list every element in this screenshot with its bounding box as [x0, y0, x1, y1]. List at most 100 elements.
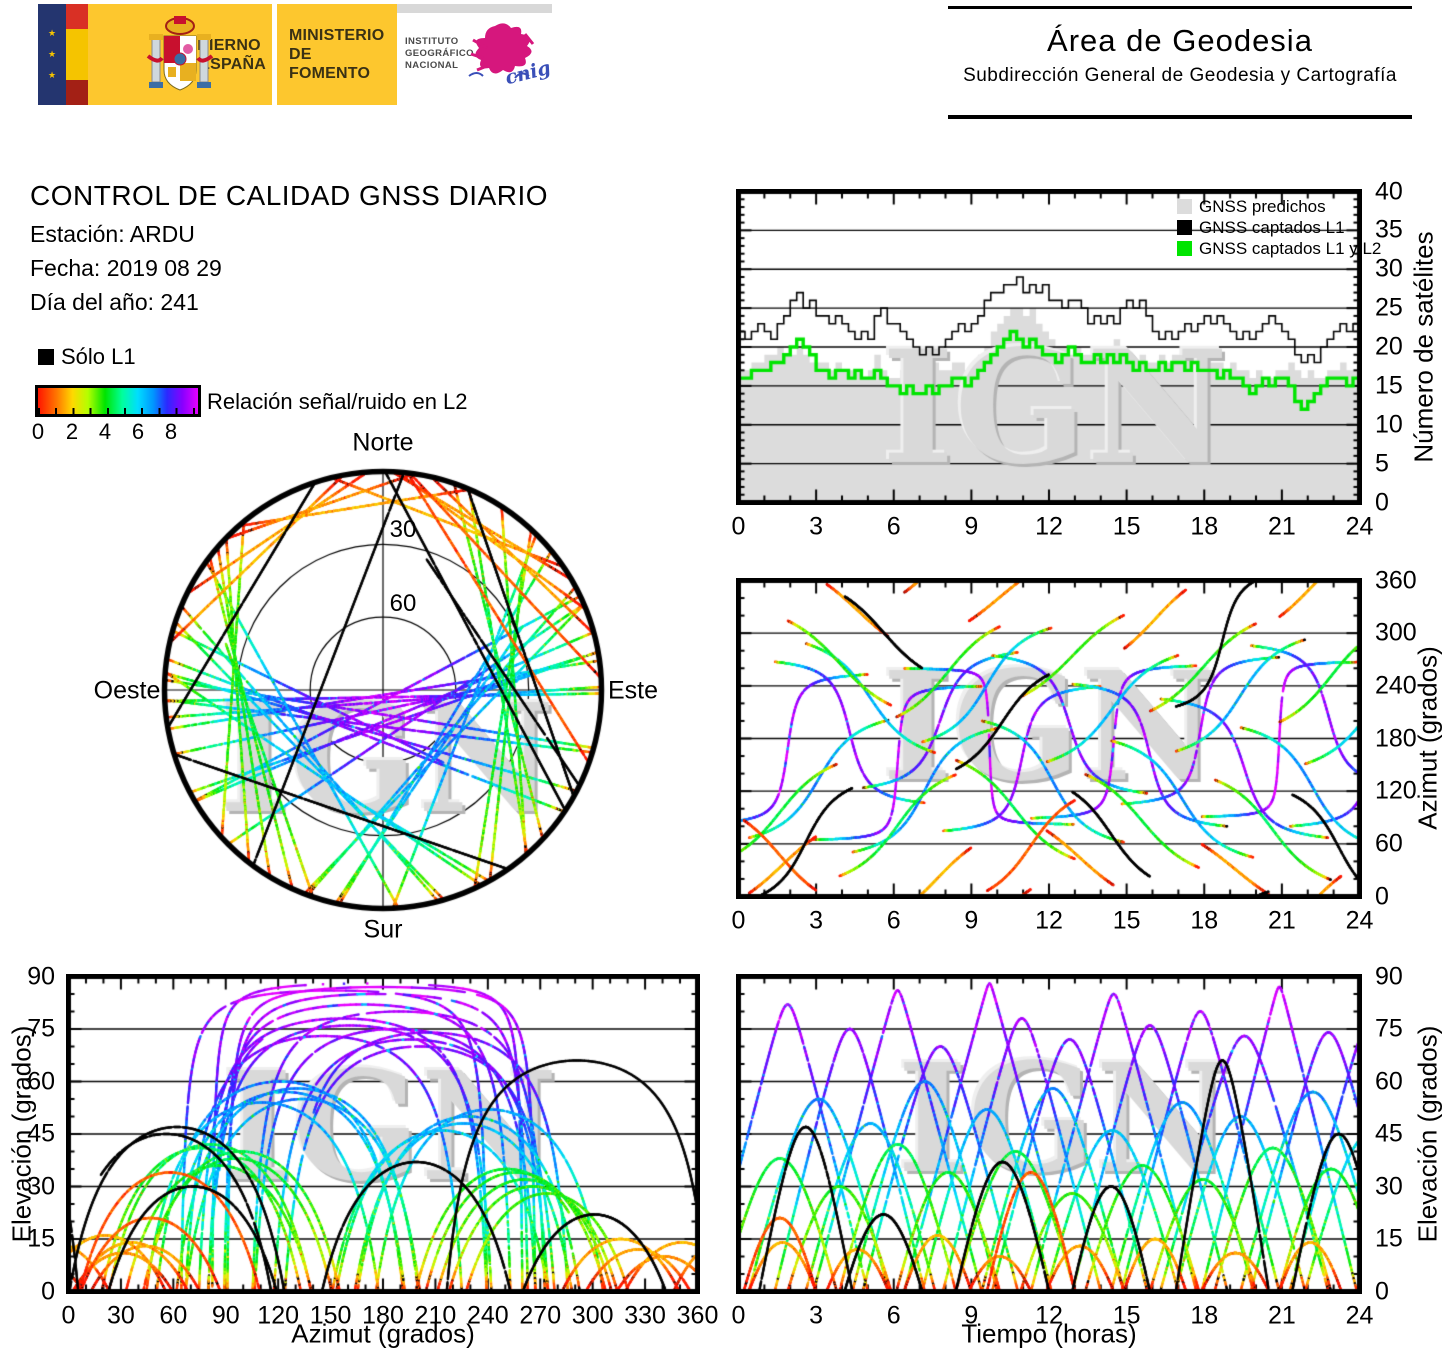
tick-label: 3	[809, 512, 824, 541]
tick-label: 360	[1375, 566, 1417, 594]
tick-label: 60	[1375, 829, 1403, 858]
tick-label: 20	[1375, 332, 1403, 361]
tick-label: 12	[1035, 1301, 1063, 1330]
spain-flag-strip	[66, 4, 88, 105]
area-geodesia-header: Área de Geodesia Subdirección General de…	[948, 6, 1412, 119]
count-y-axis-title: Número de satélites	[1408, 231, 1439, 463]
date-line: Fecha: 2019 08 29	[30, 255, 222, 281]
tick-label: 45	[1375, 1119, 1403, 1148]
colorbar-tick: 2	[65, 419, 79, 444]
colorbar-tick: 4	[98, 419, 112, 444]
tick-label: 0	[731, 512, 746, 541]
predicted-swatch	[1177, 199, 1192, 214]
tick-label: 90	[1375, 962, 1403, 990]
tick-label: 0	[61, 1301, 76, 1330]
cnig-logo-icon	[468, 23, 535, 79]
azimuth-x-axis-title: Azimut (grados)	[291, 1318, 475, 1349]
tick-label: 120	[257, 1301, 300, 1330]
tick-label: 240	[1375, 671, 1417, 700]
skyplot-canvas	[159, 466, 607, 914]
tick-label: 15	[1112, 1301, 1141, 1330]
tick-label: 180	[1375, 724, 1417, 752]
legend-row: GNSS captados L1 y L2	[1177, 238, 1381, 259]
tick-label: 75	[1375, 1014, 1403, 1043]
ministerio-label: MINISTERIO DE FOMENTO	[289, 27, 385, 82]
colorbar-tick: 6	[131, 419, 145, 444]
tick-label: 6	[886, 512, 901, 541]
tick-label: 270	[519, 1301, 562, 1330]
snr-colorbar-label: Relación señal/ruido en L2	[207, 389, 468, 414]
snr-colorbar	[35, 385, 201, 417]
tick-label: 9	[964, 906, 979, 935]
tick-label: 180	[362, 1301, 404, 1330]
tick-label: 3	[809, 906, 824, 935]
station-line: Estación: ARDU	[30, 221, 195, 247]
tick-label: 10	[1375, 410, 1403, 439]
tick-label: 9	[964, 512, 979, 541]
tick-label: 90	[211, 1301, 240, 1330]
tick-label: 30	[27, 1172, 55, 1200]
tick-label: 360	[676, 1301, 719, 1330]
tick-label: 300	[571, 1301, 614, 1330]
satellite-count-legend: GNSS predichos GNSS captados L1 GNSS cap…	[1177, 196, 1381, 259]
tick-label: 3	[809, 1301, 824, 1330]
tick-label: 0	[1375, 1277, 1389, 1305]
skyplot-ring-60: 60	[389, 590, 417, 617]
page-title: CONTROL DE CALIDAD GNSS DIARIO	[30, 180, 549, 211]
tick-label: 30	[1375, 254, 1403, 283]
tick-label: 240	[466, 1301, 509, 1330]
tick-label: 330	[624, 1301, 666, 1330]
eu-flag-strip: ★ ★ ★	[38, 4, 66, 105]
tick-label: 15	[1375, 1224, 1403, 1253]
tick-label: 15	[1375, 371, 1403, 400]
tick-label: 15	[27, 1224, 55, 1253]
tick-label: 60	[159, 1301, 188, 1330]
tick-label: 21	[1267, 906, 1296, 935]
area-title: Área de Geodesia	[1047, 23, 1313, 58]
tick-label: 12	[1035, 512, 1063, 541]
skyplot-south-label: Sur	[363, 915, 403, 944]
area-subtitle: Subdirección General de Geodesia y Carto…	[963, 65, 1397, 86]
tick-label: 6	[886, 1301, 901, 1330]
tick-label: 60	[1375, 1067, 1403, 1095]
coat-of-arms-icon	[146, 16, 214, 91]
tick-label: 5	[1375, 449, 1389, 478]
captured-l1-label: GNSS captados L1	[1199, 217, 1345, 237]
tick-label: 75	[27, 1014, 55, 1043]
tick-label: 0	[731, 906, 746, 935]
captured-l1-swatch	[1177, 220, 1192, 235]
skyplot-east-label: Este	[607, 676, 659, 705]
tick-label: 21	[1267, 1301, 1296, 1330]
l1-only-legend: Sólo L1	[38, 344, 136, 370]
tick-label: 9	[964, 1301, 979, 1330]
elevation-azimuth-chart-canvas	[66, 974, 700, 1294]
star-icon: ★	[47, 49, 57, 59]
star-icon: ★	[47, 70, 57, 80]
captured-l1l2-swatch	[1177, 241, 1192, 256]
tick-label: 60	[27, 1067, 55, 1095]
legend-row: GNSS predichos	[1177, 196, 1381, 217]
skyplot-north-label: Norte	[352, 428, 414, 457]
tick-label: 15	[1112, 906, 1141, 935]
instituto-geografico-box: INSTITUTO GEOGRÁFICO NACIONAL cnig	[397, 4, 553, 105]
tick-label: 300	[1375, 618, 1417, 647]
tick-label: 24	[1345, 906, 1374, 935]
tick-label: 12	[1035, 906, 1063, 935]
azimuth-y-axis-title: Azimut (grados)	[1412, 646, 1443, 830]
tick-label: 25	[1375, 293, 1403, 322]
government-logo-band: ★ ★ ★	[38, 4, 553, 105]
l1-only-label: Sólo L1	[61, 344, 136, 369]
tick-label: 120	[1375, 776, 1417, 805]
skyplot-ring-30: 30	[389, 516, 417, 543]
star-icon: ★	[47, 28, 57, 38]
predicted-label: GNSS predichos	[1199, 196, 1326, 216]
gobierno-box: GOBIERNO DE ESPAÑA	[88, 4, 272, 105]
tick-label: 0	[41, 1277, 55, 1305]
tick-label: 18	[1190, 512, 1219, 541]
tick-label: 45	[27, 1119, 55, 1148]
instituto-label: INSTITUTO GEOGRÁFICO NACIONAL	[405, 36, 474, 71]
tick-label: 35	[1375, 215, 1403, 244]
tick-label: 0	[1375, 882, 1389, 910]
ministerio-box: MINISTERIO DE FOMENTO	[277, 4, 397, 105]
tick-label: 30	[1375, 1172, 1403, 1200]
